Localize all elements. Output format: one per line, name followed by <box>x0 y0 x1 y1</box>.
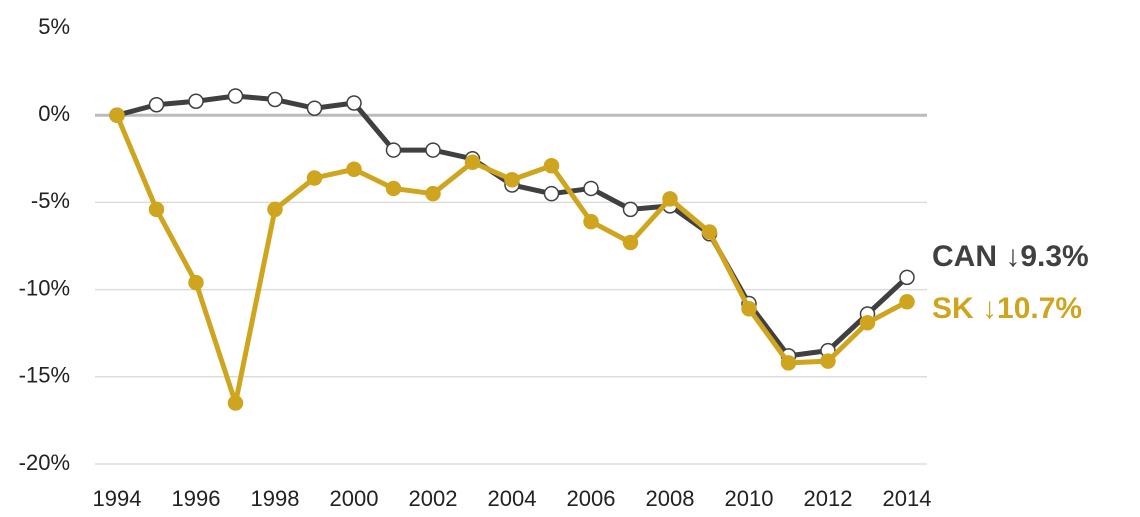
y-tick-label: -10% <box>19 275 70 300</box>
point <box>622 234 639 251</box>
x-tick-label: 1996 <box>172 486 221 511</box>
y-tick-label: -15% <box>19 363 70 388</box>
point <box>464 154 481 171</box>
point <box>543 185 560 202</box>
x-tick-label: 2000 <box>330 486 379 511</box>
y-tick-label: 0% <box>38 101 70 126</box>
x-tick-label: 2008 <box>646 486 695 511</box>
point <box>741 301 757 317</box>
point <box>227 395 244 411</box>
point <box>899 294 915 310</box>
point <box>425 142 441 158</box>
point <box>701 224 718 240</box>
point <box>306 100 323 116</box>
series-name: CAN <box>932 240 997 273</box>
point <box>188 93 204 109</box>
x-tick-label: 1998 <box>251 486 300 511</box>
y-tick-label: 5% <box>38 14 70 39</box>
end-label: CAN ↓9.3% <box>932 240 1089 273</box>
point <box>859 314 876 331</box>
point <box>267 91 283 108</box>
end-value: ↓9.3% <box>1005 240 1088 273</box>
x-tick-label: 2010 <box>725 486 774 511</box>
x-tick-label: 1994 <box>93 486 142 511</box>
point <box>188 274 204 291</box>
x-tick-label: 2014 <box>883 486 932 511</box>
y-tick-label: -5% <box>31 188 70 213</box>
point <box>820 353 836 369</box>
point <box>385 180 402 197</box>
point <box>227 88 244 104</box>
series-line <box>116 93 909 359</box>
point <box>148 96 165 113</box>
point <box>780 355 797 371</box>
end-label: SK ↓10.7% <box>932 292 1082 325</box>
point <box>583 180 599 197</box>
x-tick-label: 2002 <box>409 486 458 511</box>
point <box>385 142 402 158</box>
point <box>306 170 323 186</box>
point <box>899 269 915 286</box>
point <box>148 201 165 218</box>
x-tick-label: 2006 <box>567 486 616 511</box>
point <box>543 158 560 174</box>
point <box>346 95 362 111</box>
x-tick-label: 2012 <box>804 486 853 511</box>
y-tick-label: -20% <box>19 450 70 475</box>
point <box>109 107 125 123</box>
point <box>504 171 520 188</box>
series-name: SK <box>932 292 974 325</box>
end-value: ↓10.7% <box>982 292 1082 325</box>
x-tick-label: 2004 <box>488 486 537 511</box>
point <box>583 213 599 230</box>
point <box>346 161 362 178</box>
point <box>662 191 678 207</box>
point <box>267 201 283 218</box>
point <box>425 185 441 202</box>
point <box>622 201 639 218</box>
